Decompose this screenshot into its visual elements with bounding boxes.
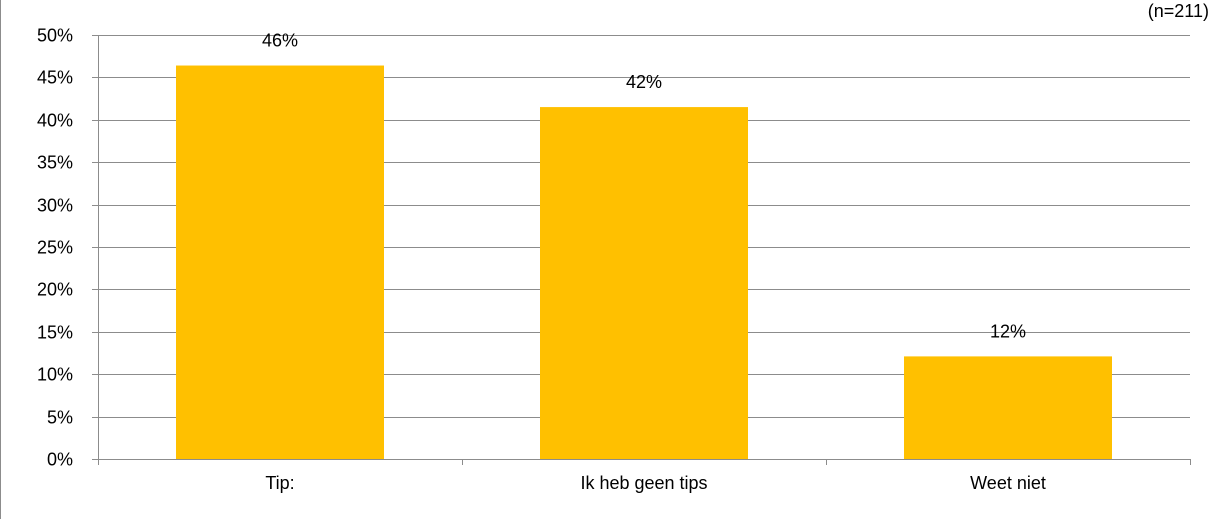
axes bbox=[98, 35, 1191, 465]
y-tick-label: 15% bbox=[37, 323, 73, 343]
y-tick-label: 20% bbox=[37, 280, 73, 300]
x-tick-label: Ik heb geen tips bbox=[580, 473, 707, 493]
data-labels: 46% 42% 12% bbox=[262, 31, 1026, 342]
x-tick-label: Weet niet bbox=[970, 473, 1046, 493]
bar bbox=[904, 356, 1112, 459]
y-tick-label: 0% bbox=[47, 450, 73, 470]
bars bbox=[176, 65, 1112, 459]
x-axis-tick-labels: Tip: Ik heb geen tips Weet niet bbox=[265, 473, 1046, 493]
y-tick-label: 25% bbox=[37, 238, 73, 258]
y-tick-label: 35% bbox=[37, 153, 73, 173]
y-tick-label: 10% bbox=[37, 365, 73, 385]
data-label: 42% bbox=[626, 72, 662, 92]
y-tick-label: 45% bbox=[37, 68, 73, 88]
x-tick-label: Tip: bbox=[265, 473, 294, 493]
bar bbox=[176, 65, 384, 459]
y-tick-label: 40% bbox=[37, 111, 73, 131]
data-label: 46% bbox=[262, 31, 298, 51]
y-tick-label: 5% bbox=[47, 408, 73, 428]
sample-size-note: (n=211) bbox=[1148, 1, 1209, 21]
data-label: 12% bbox=[990, 321, 1026, 341]
y-axis-tick-labels: 0% 5% 10% 15% 20% 25% 30% 35% 40% 45% 50% bbox=[37, 26, 73, 470]
y-tick-label: 30% bbox=[37, 196, 73, 216]
y-tick-label: 50% bbox=[37, 26, 73, 46]
bar bbox=[540, 107, 748, 459]
